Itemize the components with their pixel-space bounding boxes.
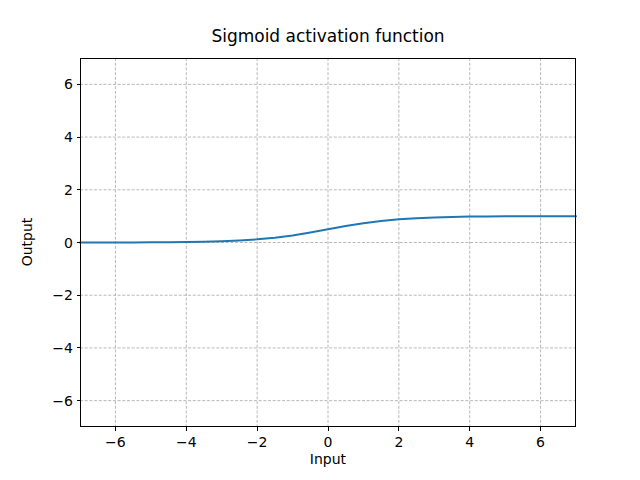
figure: Sigmoid activation function Input Output… (0, 0, 640, 480)
y-tick-label: 4 (23, 129, 73, 146)
x-tick-label: 6 (511, 434, 571, 451)
y-tick-label: 0 (23, 234, 73, 251)
x-axis-label: Input (80, 451, 576, 468)
x-tick-label: −2 (227, 434, 287, 451)
x-tick-label: 2 (369, 434, 429, 451)
chart-title: Sigmoid activation function (80, 26, 576, 46)
y-tick-label: −6 (23, 392, 73, 409)
y-tick-label: −2 (23, 287, 73, 304)
plot-area (0, 0, 640, 480)
y-tick-label: −4 (23, 339, 73, 356)
x-tick-label: 4 (440, 434, 500, 451)
x-tick-label: 0 (298, 434, 358, 451)
x-tick-label: −6 (85, 434, 145, 451)
y-tick-label: 2 (23, 181, 73, 198)
y-tick-label: 6 (23, 76, 73, 93)
x-tick-label: −4 (156, 434, 216, 451)
